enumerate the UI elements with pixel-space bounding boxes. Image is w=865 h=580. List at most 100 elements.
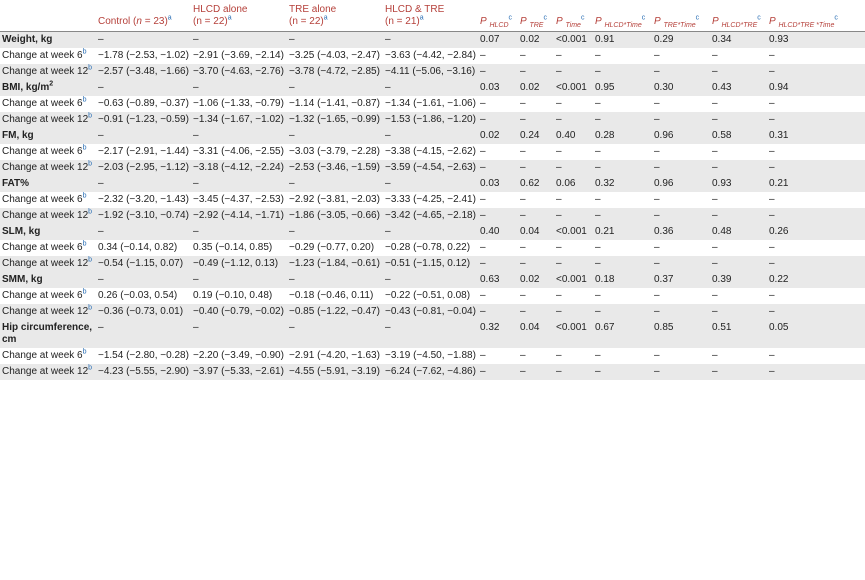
group-value-cell: –: [191, 31, 287, 48]
p-value-cell: –: [478, 364, 518, 380]
row-label-text: SLM, kg: [2, 226, 41, 237]
group-value-cell: −2.20 (−3.49, −0.90): [193, 350, 284, 361]
p-value-cell: 0.51: [710, 320, 767, 348]
group-value-cell: 0.19 (−0.10, 0.48): [193, 290, 273, 301]
p-value-cell: –: [595, 98, 601, 109]
p-value-cell: 0.02: [518, 272, 554, 288]
group-value-cell: –: [191, 128, 287, 144]
p-value-cell: –: [520, 290, 526, 301]
row-label-text: Change at week 6: [2, 350, 83, 361]
p-value-cell: –: [710, 160, 767, 176]
p-value-cell: –: [480, 50, 486, 61]
row-label: Hip circumference, cm: [0, 320, 96, 348]
p-value-cell: –: [480, 98, 486, 109]
group-value-cell: –: [287, 80, 383, 96]
p-value-cell: 0.34: [710, 31, 767, 48]
group-value-cell: −0.22 (−0.51, 0.08): [385, 290, 471, 301]
table-row: Change at week 12b −2.57 (−3.48, −1.66) −3…: [0, 64, 865, 80]
group-value-cell: −2.03 (−2.95, −1.12): [96, 160, 191, 176]
p-value-cell: –: [652, 256, 710, 272]
group-value-cell: –: [383, 80, 478, 96]
group-value-cell: –: [287, 320, 383, 348]
header-p-hlcd-tre-time: P HLCD*TRE *Timec: [767, 0, 865, 32]
row-label: Change at week 12b: [0, 64, 96, 80]
row-label: FM, kg: [0, 128, 96, 144]
row-label-text: Change at week 12: [2, 306, 89, 317]
table-row: Change at week 6b 0.26 (−0.03, 0.54) 0.19 …: [0, 288, 865, 304]
p-value-cell: –: [593, 364, 652, 380]
p-value-cell: –: [593, 112, 652, 128]
p-value-cell: 0.43: [710, 80, 767, 96]
row-label: Weight, kg: [0, 31, 96, 48]
p-value-cell: 0.37: [652, 272, 710, 288]
p-value-cell: –: [710, 112, 767, 128]
row-label: Change at week 12b: [0, 256, 96, 272]
p-value-cell: –: [769, 146, 775, 157]
p-value-cell: 0.22: [767, 272, 865, 288]
p-value-cell: –: [767, 304, 865, 320]
group-value-cell: −0.51 (−1.15, 0.12): [383, 256, 478, 272]
row-label: Change at week 6b: [0, 348, 96, 364]
row-label: BMI, kg/m2: [0, 80, 96, 96]
p-value-cell: –: [520, 146, 526, 157]
footnote-marker: b: [88, 364, 93, 372]
p-value-cell: –: [595, 242, 601, 253]
header-p-hlcd-tre: P HLCD*TREc: [710, 0, 767, 32]
group-value-cell: −3.19 (−4.50, −1.88): [385, 350, 476, 361]
p-value-cell: –: [769, 98, 775, 109]
p-value-cell: –: [478, 304, 518, 320]
group-value-cell: −2.91 (−4.20, −1.63): [289, 350, 380, 361]
header-both: HLCD & TRE (n = 21)a: [383, 0, 478, 32]
footnote-marker: b: [82, 144, 87, 152]
p-value-cell: –: [769, 194, 775, 205]
section-row: FM, kg – – – –0.02 0.24 0.40 0.28 0.96 0.58 0.31: [0, 128, 865, 144]
p-value-cell: –: [556, 50, 562, 61]
row-label: Change at week 12b: [0, 304, 96, 320]
p-value-cell: –: [593, 208, 652, 224]
group-value-cell: −3.03 (−3.79, −2.28): [289, 146, 380, 157]
section-row: Hip circumference, cm – – – –0.32 0.04 <0.001 0…: [0, 320, 865, 348]
group-value-cell: −2.57 (−3.48, −1.66): [96, 64, 191, 80]
p-value-cell: 0.96: [652, 176, 710, 192]
group-value-cell: −0.28 (−0.78, 0.22): [385, 242, 471, 253]
row-label: SLM, kg: [0, 224, 96, 240]
p-value-cell: –: [654, 146, 660, 157]
p-value-cell: 0.03: [478, 176, 518, 192]
p-value-cell: –: [654, 290, 660, 301]
group-value-cell: –: [96, 320, 191, 348]
row-label-text: Change at week 6: [2, 146, 83, 157]
row-label-text: FM, kg: [2, 130, 34, 141]
footnote-marker: b: [88, 160, 93, 168]
p-value-cell: –: [769, 50, 775, 61]
group-value-cell: –: [383, 31, 478, 48]
group-value-cell: −3.78 (−4.72, −2.85): [287, 64, 383, 80]
p-value-cell: <0.001: [554, 224, 593, 240]
p-value-cell: –: [595, 194, 601, 205]
group-value-cell: −4.11 (−5.06, −3.16): [383, 64, 478, 80]
group-value-cell: –: [96, 176, 191, 192]
p-value-cell: –: [556, 146, 562, 157]
footnote-marker: b: [88, 64, 93, 72]
group-value-cell: −3.18 (−4.12, −2.24): [191, 160, 287, 176]
p-value-cell: 0.32: [478, 320, 518, 348]
p-value-cell: –: [767, 208, 865, 224]
table-row: Change at week 6b −1.54 (−2.80, −0.28) −2.…: [0, 348, 865, 364]
p-value-cell: 0.05: [767, 320, 865, 348]
row-label-text: FAT%: [2, 178, 30, 189]
group-value-cell: –: [287, 224, 383, 240]
group-value-cell: −0.36 (−0.73, 0.01): [96, 304, 191, 320]
p-value-cell: –: [654, 98, 660, 109]
group-value-cell: –: [191, 224, 287, 240]
group-value-cell: −0.18 (−0.46, 0.11): [289, 290, 374, 301]
group-value-cell: −0.91 (−1.23, −0.59): [96, 112, 191, 128]
row-label: Change at week 12b: [0, 208, 96, 224]
p-value-cell: –: [595, 350, 601, 361]
p-value-cell: –: [654, 242, 660, 253]
group-value-cell: −1.78 (−2.53, −1.02): [98, 50, 189, 61]
group-value-cell: −0.49 (−1.12, 0.13): [191, 256, 287, 272]
group-value-cell: −1.32 (−1.65, −0.99): [287, 112, 383, 128]
group-value-cell: –: [191, 80, 287, 96]
group-value-cell: 0.26 (−0.03, 0.54): [98, 290, 178, 301]
p-value-cell: –: [652, 160, 710, 176]
p-value-cell: –: [652, 364, 710, 380]
